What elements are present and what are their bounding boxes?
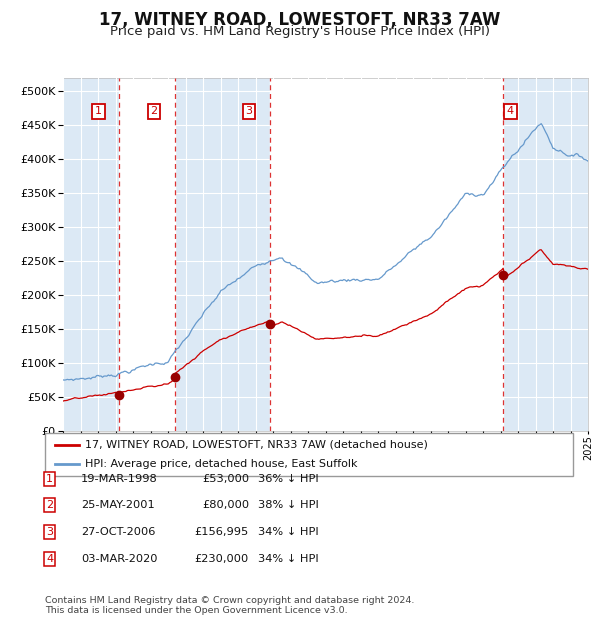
Text: £156,995: £156,995 — [195, 527, 249, 537]
Text: £80,000: £80,000 — [202, 500, 249, 510]
Text: 38% ↓ HPI: 38% ↓ HPI — [258, 500, 319, 510]
Bar — [63, 78, 588, 431]
Text: 4: 4 — [507, 107, 514, 117]
Text: 1: 1 — [46, 474, 53, 484]
Text: 34% ↓ HPI: 34% ↓ HPI — [258, 554, 319, 564]
Text: 36% ↓ HPI: 36% ↓ HPI — [258, 474, 319, 484]
Text: 2: 2 — [46, 500, 53, 510]
Text: 3: 3 — [245, 107, 253, 117]
Text: 19-MAR-1998: 19-MAR-1998 — [81, 474, 158, 484]
Text: 17, WITNEY ROAD, LOWESTOFT, NR33 7AW (detached house): 17, WITNEY ROAD, LOWESTOFT, NR33 7AW (de… — [85, 440, 427, 450]
Text: £53,000: £53,000 — [202, 474, 249, 484]
Text: £230,000: £230,000 — [195, 554, 249, 564]
Text: 4: 4 — [46, 554, 53, 564]
Text: 25-MAY-2001: 25-MAY-2001 — [81, 500, 155, 510]
Text: 03-MAR-2020: 03-MAR-2020 — [81, 554, 157, 564]
Text: 17, WITNEY ROAD, LOWESTOFT, NR33 7AW: 17, WITNEY ROAD, LOWESTOFT, NR33 7AW — [100, 11, 500, 29]
Text: HPI: Average price, detached house, East Suffolk: HPI: Average price, detached house, East… — [85, 459, 357, 469]
Text: 34% ↓ HPI: 34% ↓ HPI — [258, 527, 319, 537]
Text: Price paid vs. HM Land Registry's House Price Index (HPI): Price paid vs. HM Land Registry's House … — [110, 25, 490, 38]
Text: 3: 3 — [46, 527, 53, 537]
Text: 2: 2 — [151, 107, 158, 117]
Text: 27-OCT-2006: 27-OCT-2006 — [81, 527, 155, 537]
Bar — [270, 78, 503, 431]
Text: Contains HM Land Registry data © Crown copyright and database right 2024.
This d: Contains HM Land Registry data © Crown c… — [45, 596, 415, 615]
Text: 1: 1 — [95, 107, 102, 117]
Bar — [119, 78, 175, 431]
